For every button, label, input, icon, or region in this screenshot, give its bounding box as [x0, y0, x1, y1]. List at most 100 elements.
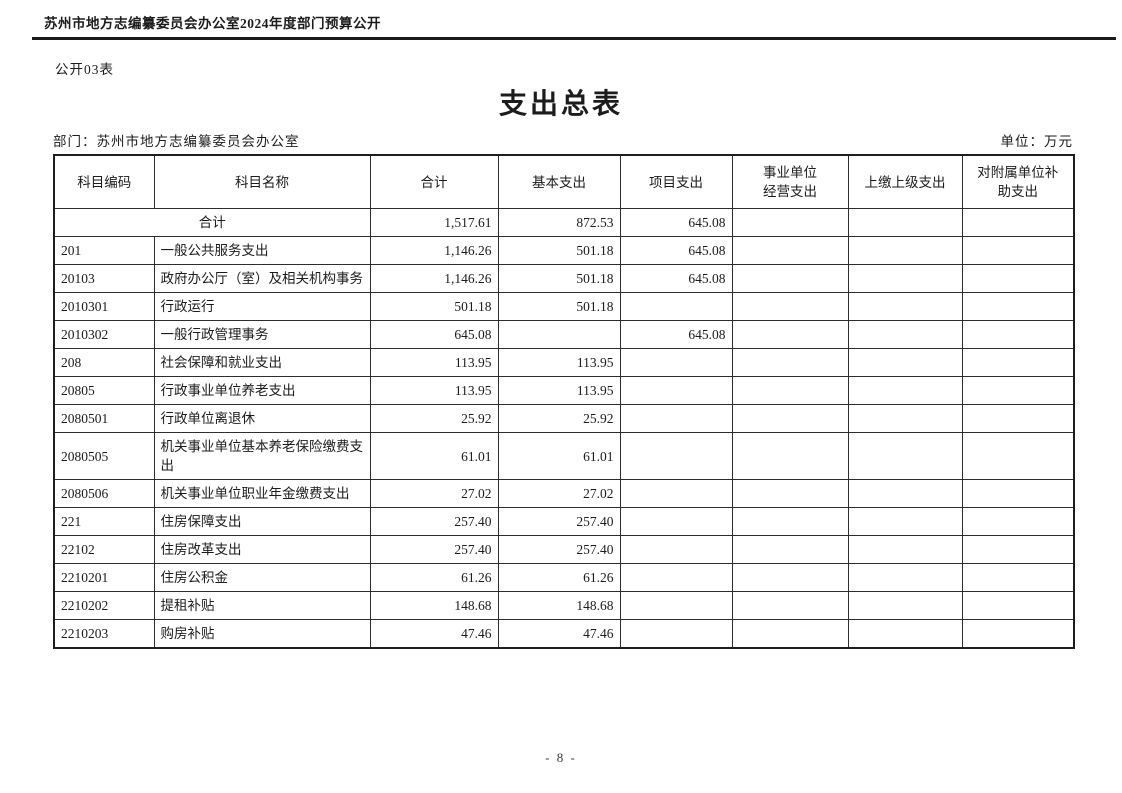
cell-upper	[847, 292, 963, 321]
cell-operating	[731, 236, 849, 265]
page-number: - 8 -	[545, 750, 577, 765]
table-row: 2210202 提租补贴 148.68 148.68	[53, 591, 1075, 620]
cell-basic: 501.18	[497, 292, 621, 321]
column-header-subject-code: 科目编码	[53, 154, 155, 209]
cell-project	[619, 507, 733, 536]
cell-total: 25.92	[369, 404, 499, 433]
column-header-operating: 事业单位 经营支出	[731, 154, 849, 209]
cell-project	[619, 404, 733, 433]
cell-operating	[731, 432, 849, 480]
cell-subsidy	[961, 619, 1075, 649]
cell-project	[619, 535, 733, 564]
column-header-upper-level: 上缴上级支出	[847, 154, 963, 209]
table-row: 2080501 行政单位离退休 25.92 25.92	[53, 404, 1075, 433]
cell-code: 20805	[53, 376, 155, 405]
cell-basic: 148.68	[497, 591, 621, 620]
table-header: 科目编码 科目名称 合计 基本支出 项目支出 事业单位 经营支出 上缴上级支出 …	[53, 154, 1075, 209]
form-number-label: 公开03表	[55, 62, 114, 77]
cell-total: 1,146.26	[369, 264, 499, 293]
cell-total: 1,146.26	[369, 236, 499, 265]
expenditure-table-container: 科目编码 科目名称 合计 基本支出 项目支出 事业单位 经营支出 上缴上级支出 …	[53, 154, 1075, 649]
total-row: 合计 1,517.61 872.53 645.08	[53, 208, 1075, 237]
table-meta-row: 部门：苏州市地方志编纂委员会办公室 单位：万元	[53, 130, 1073, 150]
cell-upper	[847, 236, 963, 265]
cell-operating	[731, 208, 849, 237]
cell-basic: 501.18	[497, 236, 621, 265]
cell-project	[619, 619, 733, 649]
cell-subsidy	[961, 404, 1075, 433]
cell-operating	[731, 507, 849, 536]
table-row: 2010302 一般行政管理事务 645.08 645.08	[53, 320, 1075, 349]
cell-subsidy	[961, 376, 1075, 405]
cell-project: 645.08	[619, 236, 733, 265]
cell-name: 住房保障支出	[153, 507, 371, 536]
cell-subsidy	[961, 320, 1075, 349]
cell-project: 645.08	[619, 320, 733, 349]
cell-subsidy	[961, 208, 1075, 237]
cell-total: 113.95	[369, 348, 499, 377]
cell-upper	[847, 320, 963, 349]
cell-name: 住房改革支出	[153, 535, 371, 564]
cell-name: 行政运行	[153, 292, 371, 321]
cell-upper	[847, 264, 963, 293]
column-header-subsidy: 对附属单位补 助支出	[961, 154, 1075, 209]
cell-basic: 113.95	[497, 376, 621, 405]
cell-upper	[847, 432, 963, 480]
cell-basic: 257.40	[497, 535, 621, 564]
cell-subsidy	[961, 432, 1075, 480]
cell-code: 2010301	[53, 292, 155, 321]
cell-code: 2080506	[53, 479, 155, 508]
column-header-basic: 基本支出	[497, 154, 621, 209]
cell-subsidy	[961, 479, 1075, 508]
column-header-project: 项目支出	[619, 154, 733, 209]
cell-name: 提租补贴	[153, 591, 371, 620]
table-row: 208 社会保障和就业支出 113.95 113.95	[53, 348, 1075, 377]
cell-project	[619, 432, 733, 480]
cell-upper	[847, 404, 963, 433]
cell-basic: 872.53	[497, 208, 621, 237]
cell-total: 27.02	[369, 479, 499, 508]
cell-total: 61.26	[369, 563, 499, 592]
cell-code: 221	[53, 507, 155, 536]
cell-upper	[847, 563, 963, 592]
cell-code: 2210203	[53, 619, 155, 649]
cell-total: 257.40	[369, 507, 499, 536]
cell-code: 22102	[53, 535, 155, 564]
unit-label: 单位：万元	[1000, 134, 1073, 149]
cell-upper	[847, 535, 963, 564]
cell-name: 一般行政管理事务	[153, 320, 371, 349]
cell-subsidy	[961, 292, 1075, 321]
cell-project: 645.08	[619, 208, 733, 237]
cell-upper	[847, 208, 963, 237]
table-row: 2210201 住房公积金 61.26 61.26	[53, 563, 1075, 592]
cell-name: 一般公共服务支出	[153, 236, 371, 265]
cell-subsidy	[961, 535, 1075, 564]
table-row: 2010301 行政运行 501.18 501.18	[53, 292, 1075, 321]
column-header-subject-name: 科目名称	[153, 154, 371, 209]
expenditure-table: 科目编码 科目名称 合计 基本支出 项目支出 事业单位 经营支出 上缴上级支出 …	[53, 154, 1075, 649]
table-row: 20103 政府办公厅（室）及相关机构事务 1,146.26 501.18 645.08	[53, 264, 1075, 293]
cell-subsidy	[961, 264, 1075, 293]
cell-total: 1,517.61	[369, 208, 499, 237]
cell-operating	[731, 591, 849, 620]
cell-code: 208	[53, 348, 155, 377]
cell-name: 行政事业单位养老支出	[153, 376, 371, 405]
page-title: 支出总表	[498, 89, 623, 120]
cell-operating	[731, 404, 849, 433]
cell-project	[619, 376, 733, 405]
cell-operating	[731, 292, 849, 321]
cell-code: 20103	[53, 264, 155, 293]
cell-name: 社会保障和就业支出	[153, 348, 371, 377]
total-row-label: 合计	[53, 208, 371, 237]
cell-basic: 257.40	[497, 507, 621, 536]
cell-operating	[731, 619, 849, 649]
cell-total: 148.68	[369, 591, 499, 620]
cell-operating	[731, 376, 849, 405]
cell-upper	[847, 348, 963, 377]
cell-operating	[731, 479, 849, 508]
cell-operating	[731, 535, 849, 564]
cell-upper	[847, 507, 963, 536]
cell-project: 645.08	[619, 264, 733, 293]
cell-basic: 501.18	[497, 264, 621, 293]
